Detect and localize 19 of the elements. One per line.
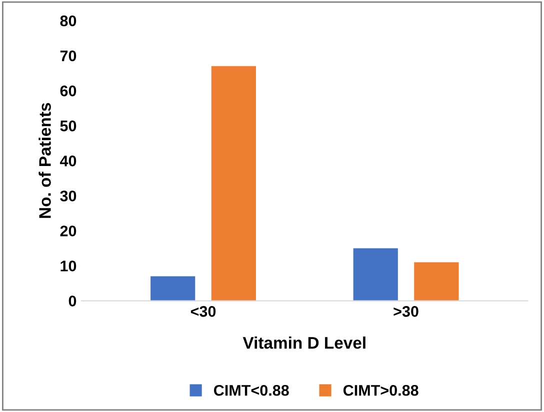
x-axis-title: Vitamin D Level [242, 336, 366, 349]
legend-label: CIMT<0.88 [214, 384, 289, 396]
y-tick-label: 60 [60, 86, 76, 96]
bar [150, 276, 196, 301]
y-tick-label: 40 [60, 156, 76, 166]
x-tick-label: <30 [190, 306, 216, 317]
y-tick-label: 80 [60, 15, 76, 26]
y-axis-title: No. of Patients [38, 103, 51, 218]
bar [414, 262, 459, 301]
y-tick-label: 50 [60, 120, 76, 132]
y-tick-label: 10 [60, 260, 76, 272]
y-tick-label: 0 [68, 296, 76, 306]
bar [353, 248, 398, 301]
x-tick-label: >30 [394, 306, 418, 317]
legend-label: CIMT>0.88 [343, 384, 418, 396]
bar [211, 66, 256, 301]
y-tick-label: 20 [60, 226, 76, 236]
y-tick-label: 30 [60, 190, 76, 202]
y-tick-label: 70 [60, 50, 76, 62]
